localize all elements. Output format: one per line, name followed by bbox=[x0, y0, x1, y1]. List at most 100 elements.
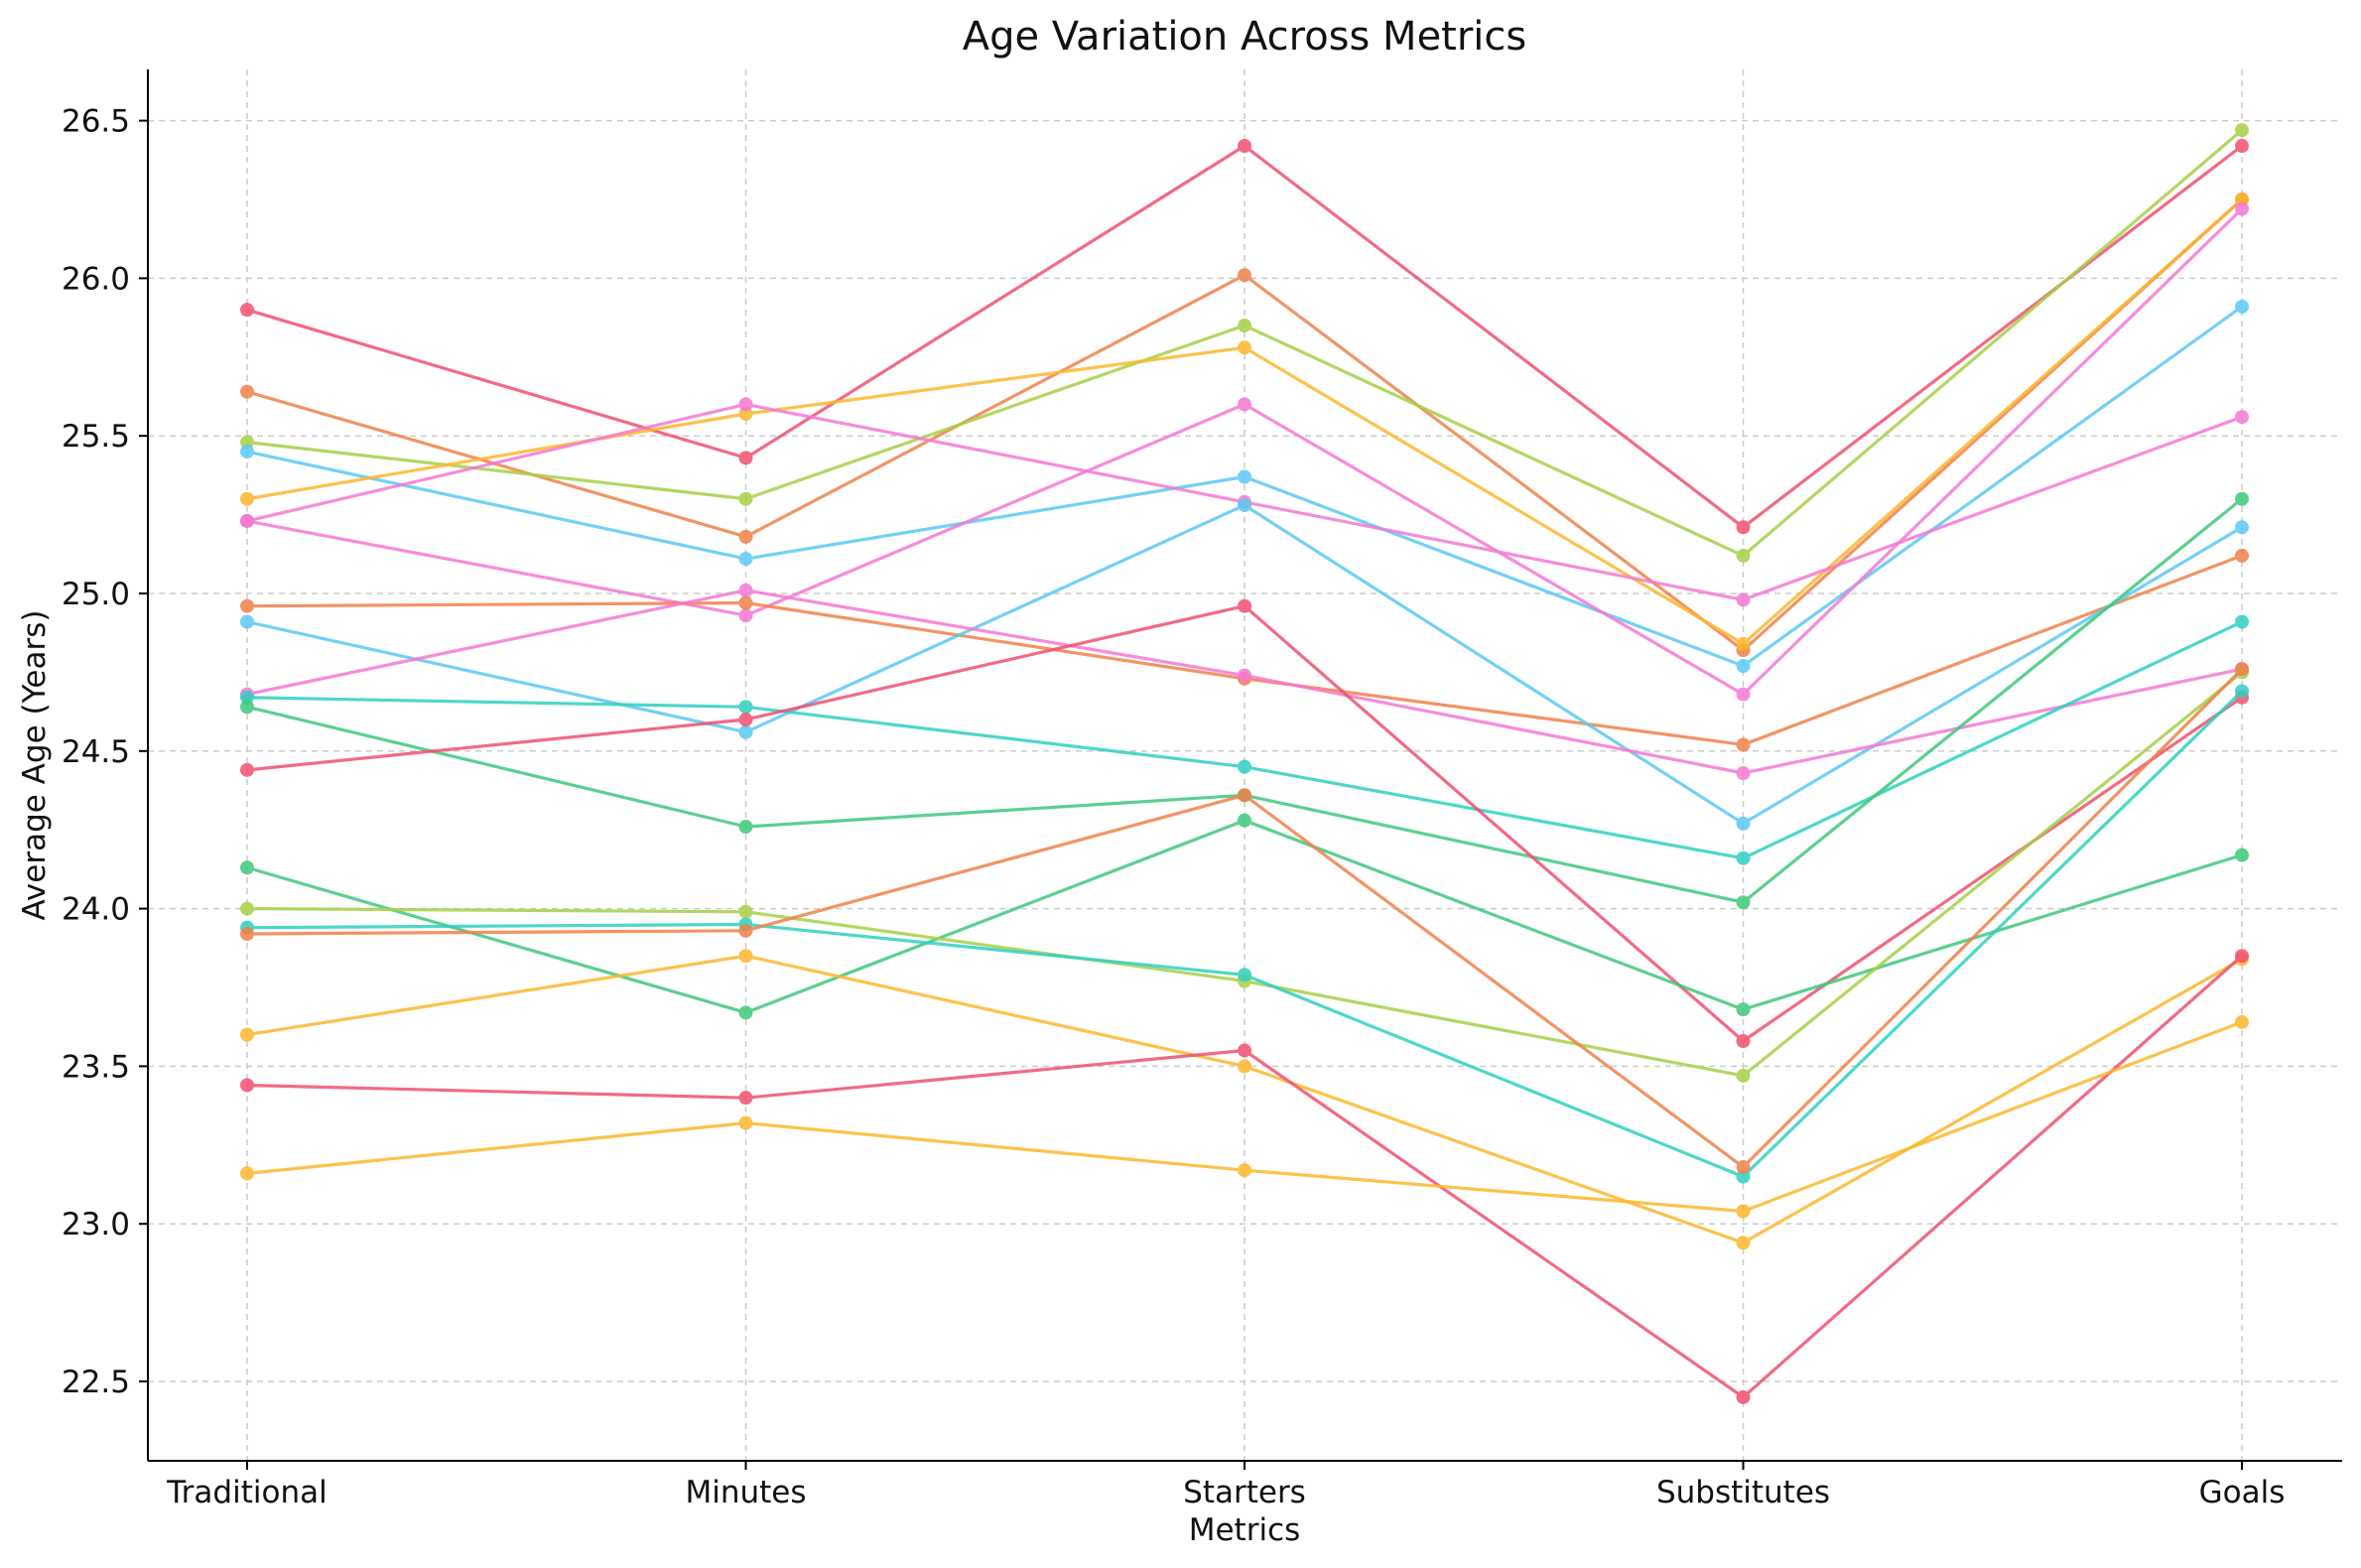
y-tick-label: 26.0 bbox=[62, 261, 130, 297]
y-tick-label: 24.0 bbox=[62, 892, 130, 928]
data-point bbox=[738, 1005, 753, 1020]
data-point bbox=[1238, 397, 1251, 412]
series-14 bbox=[240, 813, 2249, 1020]
series-line bbox=[246, 497, 2244, 904]
data-point bbox=[1736, 895, 1751, 910]
data-point bbox=[1238, 1163, 1251, 1178]
x-tick-label: Traditional bbox=[166, 1475, 327, 1510]
y-tick-label: 26.5 bbox=[62, 104, 130, 140]
data-point bbox=[240, 700, 254, 715]
data-point bbox=[2235, 299, 2249, 314]
data-point bbox=[1238, 1059, 1251, 1074]
x-tick-label: Goals bbox=[2199, 1475, 2286, 1510]
data-point bbox=[2235, 548, 2249, 563]
y-ticks: 22.5 23.0 23.5 24.0 24.5 25.0 25.5 26.0 26.5 bbox=[62, 104, 148, 1400]
series-17 bbox=[240, 662, 2249, 1175]
data-point bbox=[1736, 636, 1751, 651]
y-axis-label: Average Age (Years) bbox=[17, 610, 53, 921]
y-tick-label: 25.0 bbox=[62, 577, 130, 612]
data-point bbox=[738, 397, 753, 412]
data-point bbox=[738, 820, 753, 835]
y-tick-label: 23.5 bbox=[62, 1049, 130, 1085]
data-point bbox=[1736, 548, 1751, 563]
series-1 bbox=[240, 139, 2249, 535]
data-point bbox=[2235, 139, 2249, 154]
data-point bbox=[1238, 968, 1251, 982]
data-point bbox=[738, 491, 753, 506]
data-point bbox=[2235, 491, 2249, 506]
series-19 bbox=[240, 949, 2249, 1404]
data-point bbox=[2235, 201, 2249, 216]
data-point bbox=[738, 1091, 753, 1106]
data-point bbox=[240, 445, 254, 459]
data-point bbox=[1238, 598, 1251, 613]
series-20 bbox=[240, 1014, 2249, 1219]
data-point bbox=[240, 860, 254, 875]
data-point bbox=[738, 923, 753, 938]
data-point bbox=[1238, 788, 1251, 803]
data-point bbox=[1736, 1204, 1751, 1219]
data-point bbox=[2235, 520, 2249, 535]
data-point bbox=[2235, 614, 2249, 629]
data-point bbox=[1238, 139, 1251, 154]
data-point bbox=[1238, 498, 1251, 513]
data-point bbox=[240, 901, 254, 916]
data-point bbox=[738, 1115, 753, 1130]
series-7 bbox=[240, 201, 2249, 702]
data-point bbox=[1238, 268, 1251, 283]
series-4 bbox=[240, 299, 2249, 674]
data-point bbox=[738, 608, 753, 623]
data-point bbox=[2235, 684, 2249, 699]
data-point bbox=[1238, 319, 1251, 333]
data-point bbox=[1736, 816, 1751, 831]
y-tick-label: 23.0 bbox=[62, 1207, 130, 1242]
data-point bbox=[1736, 659, 1751, 674]
data-point bbox=[1736, 520, 1751, 535]
chart-title: Age Variation Across Metrics bbox=[963, 14, 1527, 60]
x-tick-label: Substitutes bbox=[1656, 1475, 1830, 1510]
data-point bbox=[2235, 1014, 2249, 1029]
data-point bbox=[240, 491, 254, 506]
series-9 bbox=[240, 498, 2249, 831]
data-point bbox=[738, 949, 753, 964]
data-point bbox=[1238, 340, 1251, 355]
data-point bbox=[1238, 1043, 1251, 1058]
data-point bbox=[2235, 410, 2249, 425]
grid-lines bbox=[148, 69, 2342, 1461]
data-point bbox=[738, 700, 753, 715]
data-point bbox=[2235, 949, 2249, 964]
x-ticks: Traditional Minutes Starters Substitutes Goa… bbox=[166, 1461, 2285, 1510]
data-point bbox=[738, 552, 753, 567]
data-point bbox=[240, 1078, 254, 1093]
data-point bbox=[1736, 737, 1751, 752]
data-point bbox=[1736, 1160, 1751, 1175]
data-point bbox=[240, 384, 254, 399]
data-point bbox=[1736, 592, 1751, 607]
data-point bbox=[1736, 1389, 1751, 1404]
data-point bbox=[240, 1166, 254, 1181]
data-point bbox=[1736, 1033, 1751, 1048]
y-tick-label: 22.5 bbox=[62, 1365, 130, 1400]
data-point bbox=[240, 513, 254, 528]
data-point bbox=[1736, 766, 1751, 781]
data-point bbox=[2235, 848, 2249, 862]
data-point bbox=[240, 303, 254, 318]
y-tick-label: 25.5 bbox=[62, 419, 130, 455]
data-point bbox=[1736, 850, 1751, 865]
data-point bbox=[240, 927, 254, 942]
data-point bbox=[738, 904, 753, 919]
data-point bbox=[738, 529, 753, 544]
data-point bbox=[2235, 662, 2249, 677]
data-point bbox=[2235, 123, 2249, 138]
data-point bbox=[240, 762, 254, 777]
x-tick-label: Minutes bbox=[685, 1475, 806, 1510]
data-point bbox=[240, 598, 254, 613]
data-point bbox=[1238, 759, 1251, 774]
data-point bbox=[738, 583, 753, 597]
data-point bbox=[1736, 687, 1751, 702]
data-point bbox=[1736, 1002, 1751, 1017]
data-point bbox=[240, 1027, 254, 1042]
x-axis-label: Metrics bbox=[1189, 1512, 1301, 1548]
data-point bbox=[738, 451, 753, 465]
